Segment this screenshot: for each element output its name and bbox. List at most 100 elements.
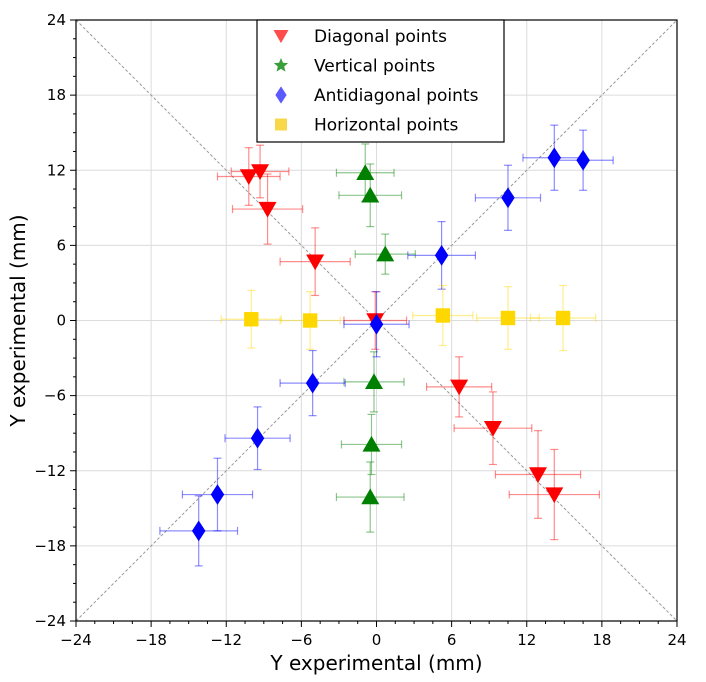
y-axis-label: Y experimental (mm) xyxy=(6,214,30,427)
marker-diamond xyxy=(305,372,320,394)
series-horizontal-points xyxy=(220,284,597,352)
x-tick-label: 12 xyxy=(517,631,536,649)
legend-item: Vertical points xyxy=(273,57,435,77)
series-vertical-points xyxy=(335,143,416,533)
marker-square xyxy=(555,310,571,326)
marker-diamond xyxy=(369,313,384,335)
x-tick-label: 18 xyxy=(592,631,611,649)
marker-triangle-up xyxy=(361,186,380,203)
legend-label: Antidiagonal points xyxy=(314,86,479,106)
y-tick-label: 12 xyxy=(47,161,66,179)
legend-item: Horizontal points xyxy=(275,116,459,136)
data-point xyxy=(425,356,493,418)
legend: Diagonal points Vertical points Antidiagon… xyxy=(256,19,505,143)
reference-line-antidiagonal xyxy=(76,20,677,621)
marker-diamond xyxy=(434,245,449,266)
data-point xyxy=(279,227,351,297)
y-tick-label: −6 xyxy=(44,387,66,405)
x-tick-label: −12 xyxy=(210,631,242,649)
y-tick-label: −24 xyxy=(34,612,66,630)
data-point xyxy=(552,129,614,191)
marker-triangle-down xyxy=(306,254,325,271)
series-diagonal-points xyxy=(216,144,600,541)
series-antidiagonal-points xyxy=(159,124,614,567)
legend-box xyxy=(256,19,505,143)
legend-marker xyxy=(275,86,287,104)
data-point xyxy=(340,413,403,476)
marker-diamond xyxy=(250,427,265,449)
marker-triangle-down xyxy=(258,201,277,218)
y-tick-label: 6 xyxy=(56,236,66,254)
marker-square xyxy=(302,313,318,328)
marker-diamond xyxy=(191,520,206,542)
y-tick-label: −18 xyxy=(34,537,66,555)
marker-triangle-up xyxy=(376,245,395,262)
marker-triangle-up xyxy=(356,164,375,180)
data-point xyxy=(407,220,477,290)
data-point xyxy=(231,173,304,245)
data-point xyxy=(453,391,533,466)
legend-marker xyxy=(273,30,289,44)
data-point xyxy=(335,461,405,533)
marker-triangle-up xyxy=(362,435,381,452)
marker-triangle-down xyxy=(483,420,502,437)
marker-square xyxy=(500,310,516,326)
data-point xyxy=(216,147,281,206)
legend-item: Diagonal points xyxy=(273,27,447,47)
data-point xyxy=(354,233,416,275)
data-point xyxy=(224,406,291,471)
data-point xyxy=(474,164,542,231)
marker-diamond xyxy=(576,149,590,171)
data-point xyxy=(343,291,410,358)
legend-label: Diagonal points xyxy=(314,27,447,47)
data-point xyxy=(412,284,474,347)
data-point xyxy=(159,495,239,567)
tick-labels: −24 −18 −12 −6 0 6 12 18 24 −24 −18 −12 −6 0 6 12 18 24 xyxy=(34,11,686,649)
data-point xyxy=(279,349,346,417)
data-point xyxy=(494,430,582,519)
data-point xyxy=(335,143,395,203)
legend-marker xyxy=(273,58,289,72)
y-tick-label: 18 xyxy=(47,86,66,104)
x-axis-label: Y experimental (mm) xyxy=(269,651,482,675)
legend-item: Antidiagonal points xyxy=(275,86,479,106)
data-point xyxy=(343,351,405,413)
legend-label: Vertical points xyxy=(314,57,435,77)
reference-line-diagonal xyxy=(76,20,677,621)
ticks xyxy=(70,19,678,627)
marker-diamond xyxy=(501,187,515,209)
data-point xyxy=(476,286,540,350)
x-tick-label: −18 xyxy=(135,631,167,649)
data-point xyxy=(522,124,587,191)
marker-diamond xyxy=(210,484,225,505)
data-series xyxy=(159,124,614,567)
data-point xyxy=(181,457,254,532)
x-tick-label: 6 xyxy=(447,631,457,649)
y-tick-label: −12 xyxy=(34,462,66,480)
marker-triangle-down xyxy=(450,379,469,396)
marker-triangle-down xyxy=(239,169,258,186)
marker-triangle-up xyxy=(364,373,383,390)
legend-marker xyxy=(275,118,287,131)
y-tick-label: 24 xyxy=(47,11,66,29)
marker-square xyxy=(435,308,451,323)
marker-triangle-down xyxy=(529,467,548,484)
marker-diamond xyxy=(547,147,562,169)
x-tick-label: −24 xyxy=(60,631,92,649)
marker-triangle-up xyxy=(361,488,380,505)
x-tick-label: 24 xyxy=(667,631,686,649)
x-tick-label: 0 xyxy=(372,631,382,649)
data-point xyxy=(279,291,341,350)
data-point xyxy=(508,448,600,541)
data-point xyxy=(529,284,597,352)
data-point xyxy=(230,144,290,199)
x-tick-label: −6 xyxy=(290,631,312,649)
marker-square xyxy=(244,312,259,327)
marker-triangle-down xyxy=(545,487,564,504)
marker-triangle-down xyxy=(251,164,270,181)
data-point xyxy=(338,163,403,228)
reference-lines xyxy=(76,20,677,621)
legend-label: Horizontal points xyxy=(314,116,459,136)
y-tick-label: 0 xyxy=(56,312,66,330)
